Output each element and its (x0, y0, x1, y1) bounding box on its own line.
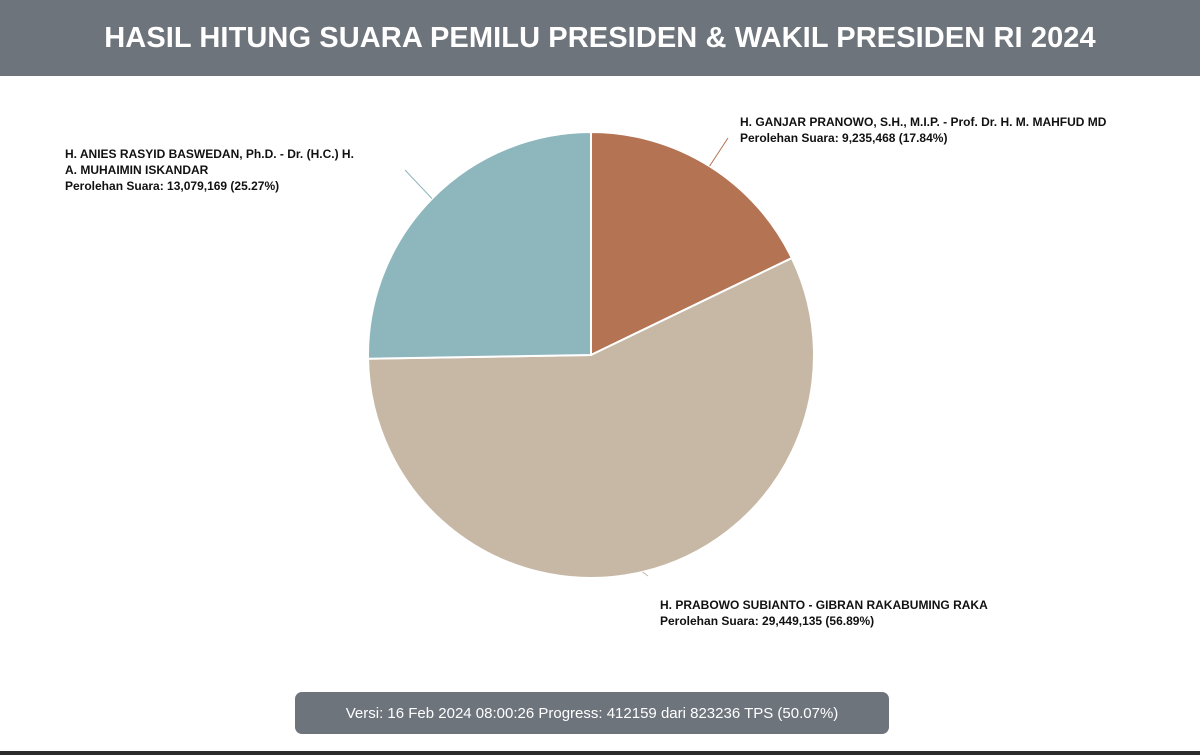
slice-label-votes-prabowo: Perolehan Suara: 29,449,135 (56.89%) (660, 614, 874, 628)
version-progress-badge: Versi: 16 Feb 2024 08:00:26 Progress: 41… (295, 692, 889, 734)
pie-slice-prabowo[interactable] (367, 256, 815, 579)
leader-line-prabowo (642, 571, 649, 577)
pie-slice-ganjar[interactable] (590, 130, 794, 357)
slice-label-votes-ganjar: Perolehan Suara: 9,235,468 (17.84%) (740, 131, 947, 145)
version-progress-text: Versi: 16 Feb 2024 08:00:26 Progress: 41… (345, 704, 839, 722)
slice-label-name-anies: A. MUHAIMIN ISKANDAR (65, 163, 209, 177)
slice-label-name-prabowo: H. PRABOWO SUBIANTO - GIBRAN RAKABUMING … (660, 598, 988, 612)
pie-slice-anies[interactable] (367, 130, 592, 360)
leader-line-anies (404, 169, 433, 199)
slice-label-name-ganjar: H. GANJAR PRANOWO, S.H., M.I.P. - Prof. … (740, 115, 1107, 129)
bottom-edge (0, 751, 1200, 755)
leader-line-ganjar (709, 137, 729, 167)
slice-label-name-anies: H. ANIES RASYID BASWEDAN, Ph.D. - Dr. (H… (65, 147, 354, 161)
header-bar: HASIL HITUNG SUARA PEMILU PRESIDEN & WAK… (0, 0, 1200, 76)
slice-label-votes-anies: Perolehan Suara: 13,079,169 (25.27%) (65, 179, 279, 193)
page-title: HASIL HITUNG SUARA PEMILU PRESIDEN & WAK… (104, 21, 1096, 54)
